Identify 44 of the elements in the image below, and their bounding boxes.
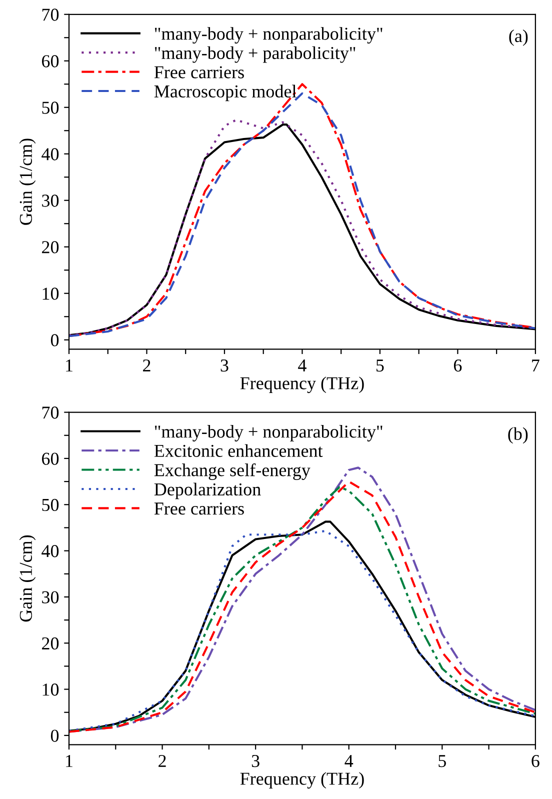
x-tick-label: 1 — [66, 359, 72, 372]
y-tick-label: 0 — [50, 730, 59, 742]
legend-label: Depolarization — [154, 482, 261, 500]
legend-label: Excitonic enhancement — [154, 444, 323, 457]
y-tick-label: 30 — [42, 591, 59, 604]
legend-label: Exchange self-energy — [154, 463, 310, 480]
x-tick-label: 4 — [344, 755, 354, 767]
legend-label: "many-body + parabolicity" — [154, 46, 356, 63]
legend-label: Free carriers — [154, 66, 244, 78]
legend-label: "many-body + nonparabolicity" — [154, 27, 382, 44]
x-tick-label: 3 — [252, 754, 260, 768]
annotation: (b) — [508, 427, 528, 444]
y-tick-label: 20 — [42, 637, 59, 650]
y-tick-label: 70 — [42, 406, 59, 419]
y-tick-label: 30 — [42, 194, 59, 207]
legend-label: Free carriers — [154, 502, 244, 515]
x-tick-label: 1 — [66, 755, 72, 767]
legend-label: "many-body + nonparabolicity" — [154, 425, 382, 442]
y-axis-title: Gain (1/cm) — [19, 535, 36, 622]
y-tick-label: 50 — [42, 102, 59, 114]
x-axis-title: Frequency (THz) — [240, 376, 364, 394]
legend-label: Macroscopic model — [154, 84, 296, 102]
y-tick-label: 0 — [50, 334, 59, 346]
y-tick-label: 60 — [42, 452, 59, 465]
y-tick-label: 20 — [42, 241, 59, 254]
y-tick-label: 10 — [42, 288, 59, 300]
x-tick-label: 2 — [158, 754, 166, 767]
x-tick-label: 5 — [438, 755, 446, 768]
y-tick-label: 10 — [42, 684, 59, 696]
x-axis-title: Frequency (THz) — [240, 772, 364, 789]
y-tick-label: 60 — [42, 55, 59, 68]
annotation: (a) — [509, 29, 528, 46]
x-tick-label: 6 — [532, 754, 540, 768]
y-tick-label: 50 — [42, 498, 59, 512]
y-tick-label: 40 — [42, 148, 59, 160]
x-tick-label: 7 — [532, 360, 540, 372]
y-tick-label: 70 — [42, 8, 59, 21]
y-tick-label: 40 — [42, 545, 59, 558]
x-tick-label: 2 — [143, 359, 150, 372]
x-tick-label: 3 — [220, 359, 228, 372]
x-tick-label: 5 — [376, 360, 384, 372]
x-tick-label: 4 — [298, 360, 306, 372]
x-tick-label: 6 — [454, 359, 462, 372]
y-axis-title: Gain (1/cm) — [19, 138, 36, 225]
